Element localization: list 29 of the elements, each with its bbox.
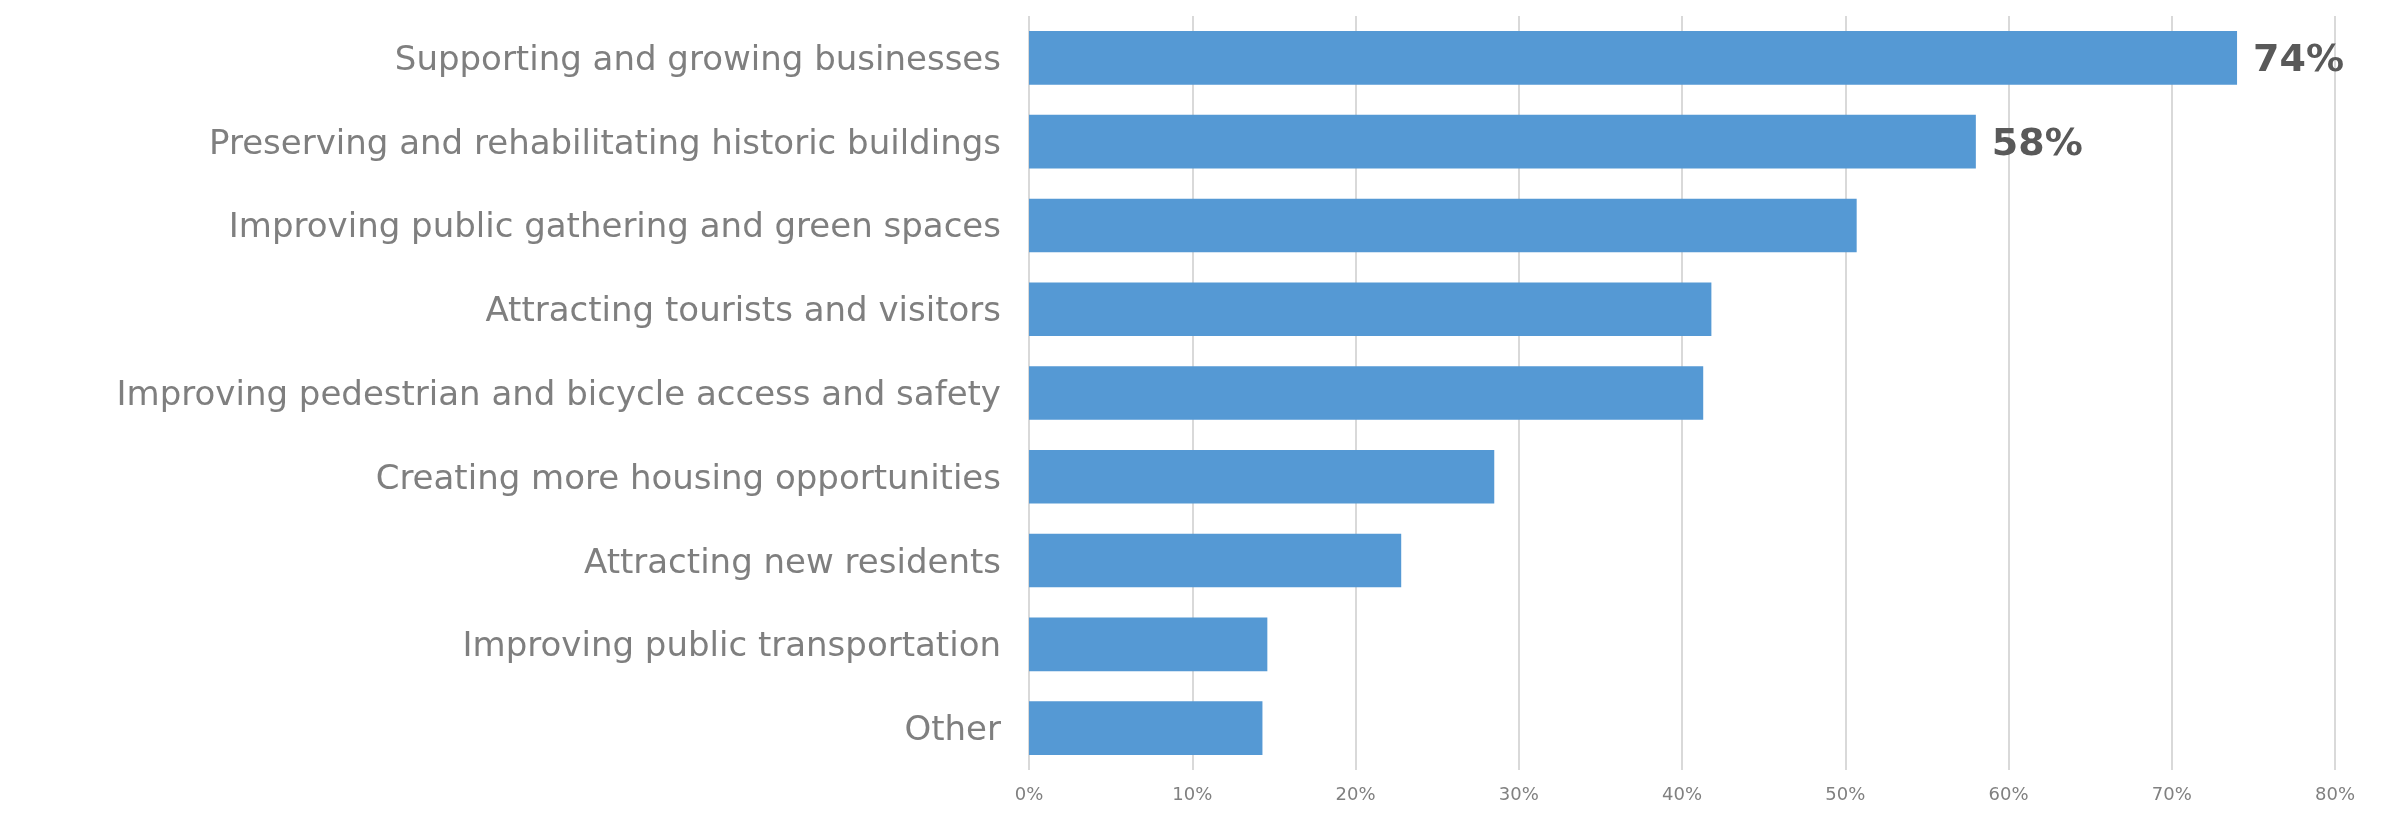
y-tick-label: Preserving and rehabilitating historic buildings — [209, 121, 1001, 162]
bar — [1029, 31, 2238, 85]
y-tick-label: Improving pedestrian and bicycle access and safety — [116, 373, 1001, 413]
data-label: 58% — [1991, 119, 2083, 164]
data-label: 74% — [2253, 35, 2345, 80]
bar — [1029, 701, 1263, 755]
x-tick-label: 0% — [1014, 782, 1044, 804]
bar — [1029, 198, 1857, 253]
y-tick-label: Attracting tourists and visitors — [485, 289, 1001, 330]
bar — [1029, 114, 1976, 169]
x-tick-label: 80% — [2314, 782, 2356, 804]
x-tick-label: 40% — [1661, 782, 1703, 804]
x-tick-label: 30% — [1498, 782, 1539, 804]
x-tick-label: 10% — [1172, 782, 1213, 804]
y-tick-label: Improving public gathering and green spaces — [228, 205, 1001, 246]
bar — [1029, 366, 1704, 420]
bar — [1029, 617, 1268, 672]
x-tick-label: 60% — [1988, 782, 2029, 804]
y-tick-label: Improving public transportation — [462, 624, 1001, 665]
x-tick-label: 20% — [1335, 782, 1376, 804]
y-tick-label: Other — [904, 708, 1002, 749]
y-tick-label: Creating more housing opportunities — [375, 456, 1001, 497]
x-tick-label: 70% — [2151, 782, 2192, 804]
bar — [1029, 533, 1402, 588]
bar — [1029, 449, 1495, 504]
bar — [1029, 282, 1712, 337]
y-tick-label: Attracting new residents — [583, 540, 1001, 581]
y-tick-label: Supporting and growing businesses — [394, 37, 1001, 78]
x-tick-label: 50% — [1825, 782, 1866, 804]
